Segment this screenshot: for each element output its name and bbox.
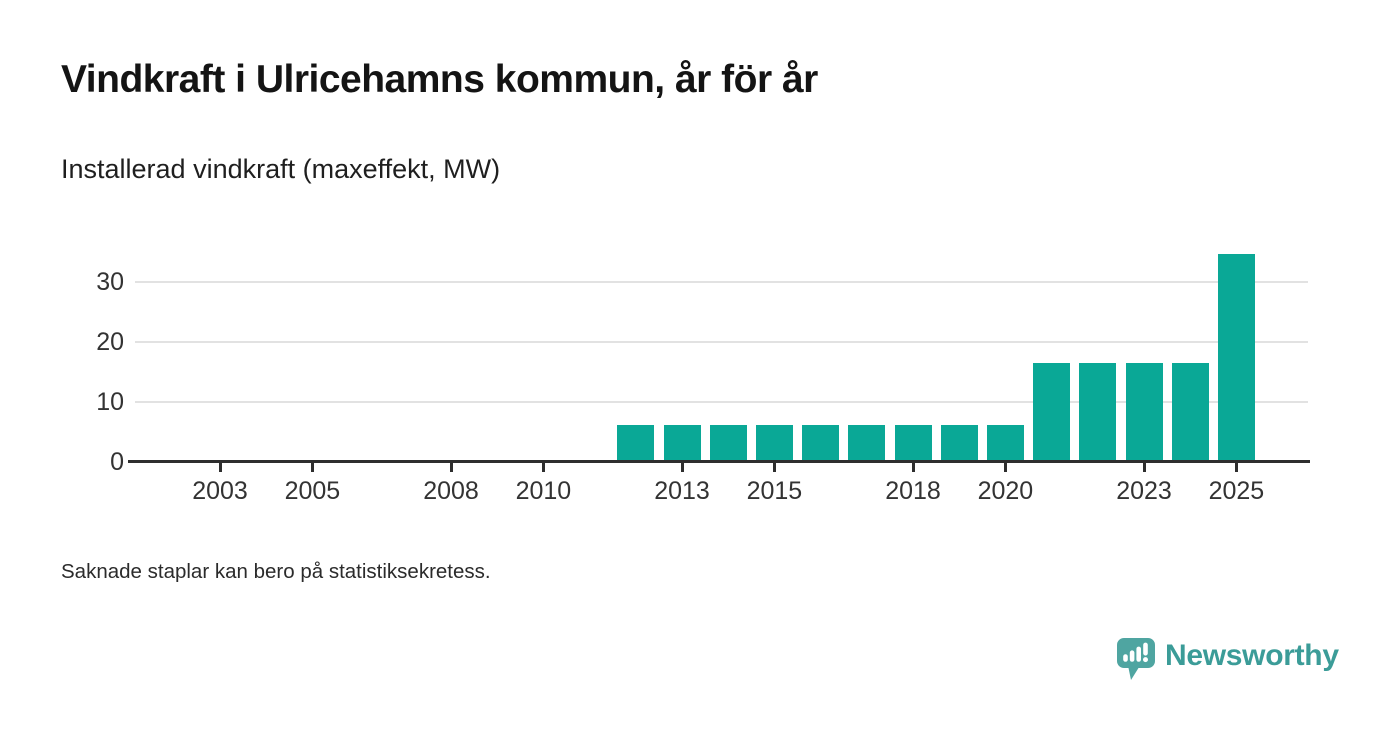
bar-2019 — [940, 425, 978, 462]
y-axis-label-30: 30 — [96, 268, 124, 296]
x-axis-tick-2025 — [1234, 463, 1238, 472]
x-axis-label-2003: 2003 — [192, 477, 248, 505]
bar-2025 — [1217, 253, 1255, 462]
bar-2015 — [755, 425, 793, 462]
bar-2017 — [848, 425, 886, 462]
x-axis-tick-2023 — [1142, 463, 1146, 472]
x-axis-label-2008: 2008 — [423, 477, 479, 505]
x-axis-label-2005: 2005 — [284, 477, 341, 505]
x-axis-tick-2015 — [772, 463, 776, 472]
chart-title: Vindkraft i Ulricehamns kommun, år för å… — [61, 58, 818, 101]
bar-2018 — [894, 425, 932, 462]
x-axis-tick-2018 — [911, 463, 915, 472]
gridline-30 — [135, 281, 1308, 283]
bar-2014 — [709, 425, 747, 462]
x-axis-label-2010: 2010 — [515, 477, 572, 505]
chart-subtitle: Installerad vindkraft (maxeffekt, MW) — [61, 154, 501, 184]
bar-2013 — [663, 425, 701, 462]
x-axis-tick-2010 — [541, 463, 545, 472]
x-axis-label-2013: 2013 — [654, 477, 710, 505]
newsworthy-brand-text: Newsworthy — [1165, 639, 1339, 672]
y-axis-label-0: 0 — [110, 448, 124, 476]
x-axis-label-2020: 2020 — [977, 477, 1034, 505]
bar-2022 — [1079, 363, 1117, 462]
x-axis-tick-2008 — [449, 463, 453, 472]
y-axis-label-10: 10 — [96, 388, 124, 416]
bar-2023 — [1125, 363, 1163, 462]
x-axis-tick-2013 — [680, 463, 684, 472]
newsworthy-logo: Newsworthy — [1117, 638, 1339, 682]
bar-2021 — [1033, 363, 1071, 462]
newsworthy-bar-chart-speech-bubble-icon — [1117, 638, 1155, 682]
y-axis-label-20: 20 — [96, 328, 124, 356]
x-axis-label-2025: 2025 — [1208, 477, 1265, 505]
x-axis-tick-2020 — [1003, 463, 1007, 472]
x-axis-label-2018: 2018 — [885, 477, 941, 505]
x-axis-tick-2003 — [218, 463, 222, 472]
bar-2012 — [617, 425, 655, 462]
bar-2020 — [986, 425, 1024, 462]
bar-2024 — [1171, 363, 1209, 462]
gridline-10 — [135, 401, 1308, 403]
bar-2016 — [802, 425, 840, 462]
x-axis-label-2015: 2015 — [746, 477, 803, 505]
gridline-20 — [135, 341, 1308, 343]
x-axis-label-2023: 2023 — [1116, 477, 1172, 505]
footnote: Saknade staplar kan bero på statistiksek… — [61, 560, 491, 583]
x-axis-line — [128, 460, 1310, 463]
x-axis-tick-2005 — [310, 463, 314, 472]
